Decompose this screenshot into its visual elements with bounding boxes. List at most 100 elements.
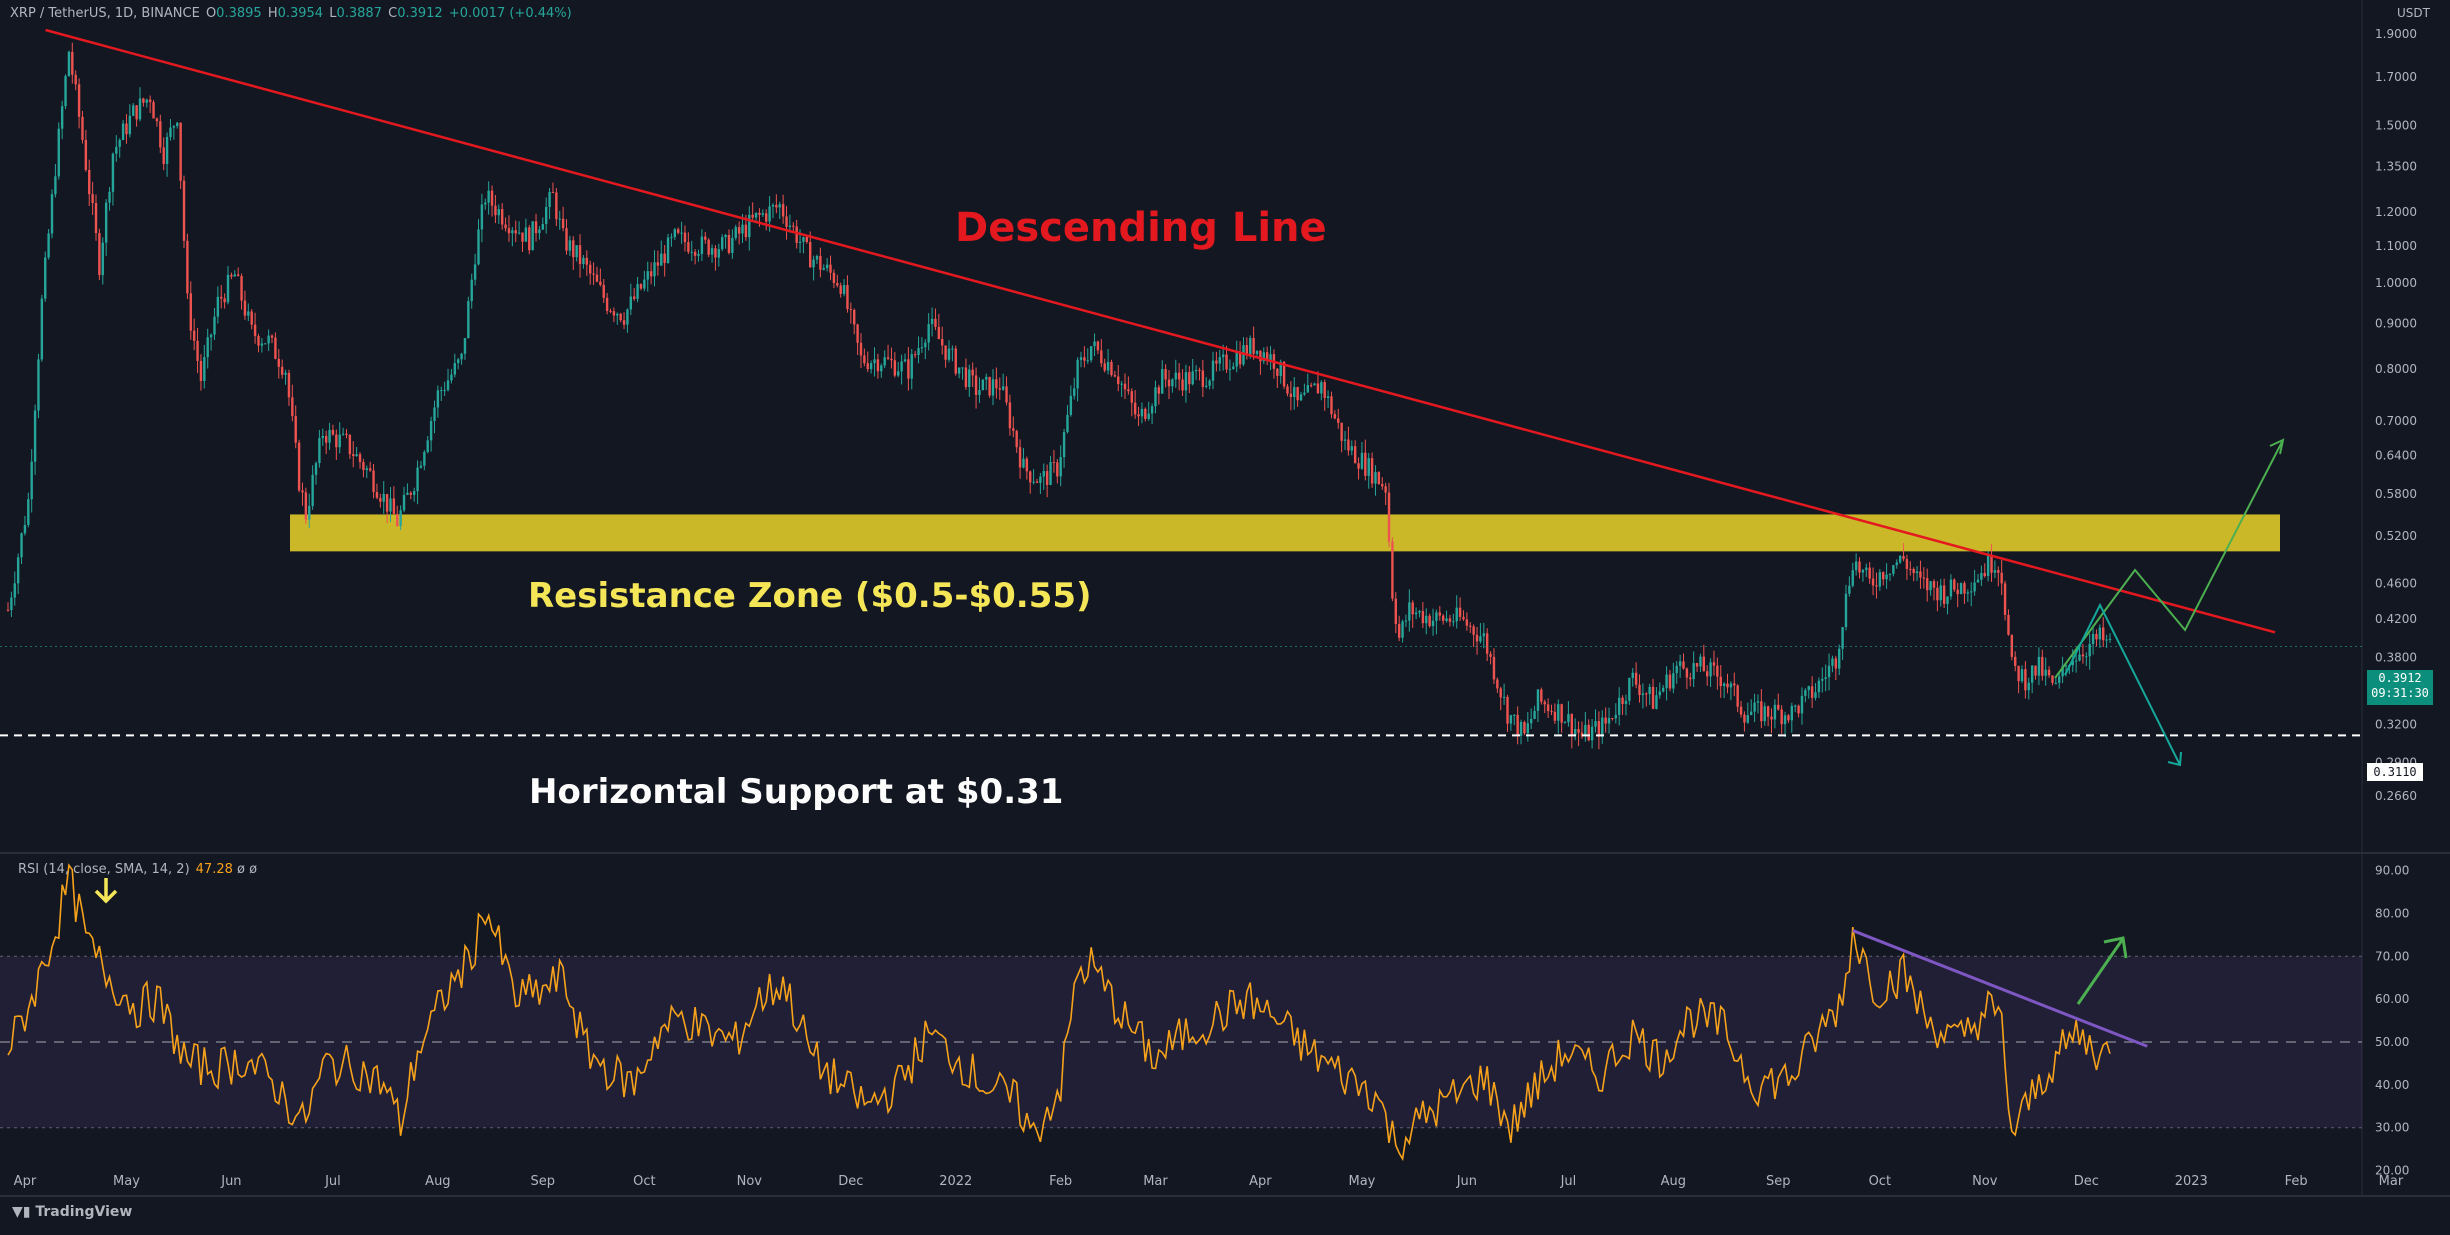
candle-body [629,296,633,310]
candle-body [903,359,907,362]
candle-body [1249,338,1252,356]
candle-body [1536,689,1540,711]
candle-body [1120,383,1123,385]
symbol-title: XRP / TetherUS, 1D, BINANCE [10,6,200,21]
candle-body [548,192,551,207]
candle-body [47,233,50,258]
time-tick-label: Jun [1456,1174,1477,1189]
candle-body [50,194,54,234]
candle-body [284,372,287,375]
candle-body [1980,572,1983,580]
candle-body [74,74,77,85]
candle-body [1381,484,1384,487]
candle-body [907,359,910,379]
candle-body [2098,627,2102,640]
candle-body [138,98,142,120]
time-tick-label: Dec [2074,1174,2099,1189]
candle-body [1113,375,1117,377]
time-tick-label: Aug [425,1174,450,1189]
candle-body [2078,654,2081,661]
candle-body [1018,447,1022,468]
candle-body [277,358,280,367]
candle-body [2108,638,2112,640]
candle-body [795,226,798,243]
candle-body [2027,682,2030,691]
candle-body [267,335,270,344]
candle-body [944,345,947,360]
candle-body [517,232,521,234]
candle-body [1814,692,1817,698]
candle-body [1296,387,1299,401]
candle-body [128,115,132,135]
candle-body [54,176,57,195]
candle-body [318,438,321,464]
candle-body [423,452,426,466]
tradingview-logo[interactable]: ▼▮ TradingView [12,1204,132,1220]
candle-body [328,429,331,443]
candle-body [636,284,639,299]
candle-body [362,462,365,471]
candle-body [561,218,565,229]
candle-body [1902,555,1905,560]
rsi-extra: ø ø [237,862,258,877]
candle-body [253,324,257,337]
candle-body [1750,711,1753,716]
candle-body [121,123,125,140]
candle-body [1485,633,1489,654]
candle-body [1326,396,1330,398]
candle-body [1299,394,1303,401]
time-tick-label: 2023 [2175,1174,2208,1189]
candle-body [839,285,842,294]
candle-body [402,494,406,511]
candle-body [1066,414,1069,433]
candle-body [521,232,524,242]
candle-body [1150,406,1154,414]
candle-body [856,324,859,343]
low-value: 0.3887 [336,6,382,21]
candle-body [1533,710,1536,719]
candle-body [372,470,375,493]
candle-body [748,214,751,238]
price-tick-label: 0.5800 [2375,487,2417,501]
rsi-tick-label: 20.00 [2375,1164,2409,1178]
candle-body [1069,395,1073,415]
candle-body [1709,662,1712,677]
candle-body [1309,385,1313,387]
candle-body [781,204,785,217]
candle-body [507,228,511,234]
candle-body [995,379,998,389]
candle-body [236,274,240,276]
candle-body [16,557,20,584]
candle-body [287,372,291,398]
candle-body [2102,627,2105,641]
rsi-line [7,863,2111,1162]
candle-body [10,597,13,611]
candle-body [1276,368,1279,376]
candle-body [1042,471,1045,477]
candle-body [1282,361,1286,387]
candle-body [426,440,429,453]
candle-body [1729,683,1733,688]
candle-body [348,434,352,455]
candle-body [189,293,192,331]
candle-body [988,376,991,396]
candle-body [1137,414,1140,417]
time-tick-label: Nov [737,1174,763,1189]
candle-body [1469,625,1472,627]
candle-body [1970,591,1973,593]
candle-body [1201,370,1205,387]
candle-body [1350,446,1353,451]
candle-body [352,454,355,457]
candle-body [1942,585,1946,604]
candle-body [1986,555,1990,577]
candle-body [876,359,880,372]
candle-body [2047,669,2051,676]
candle-body [1763,706,1766,722]
candle-body [643,279,646,289]
candle-body [1590,726,1594,741]
candle-body [737,227,741,234]
candle-body [2003,583,2007,615]
candle-body [148,99,152,103]
candle-body [1225,354,1228,370]
